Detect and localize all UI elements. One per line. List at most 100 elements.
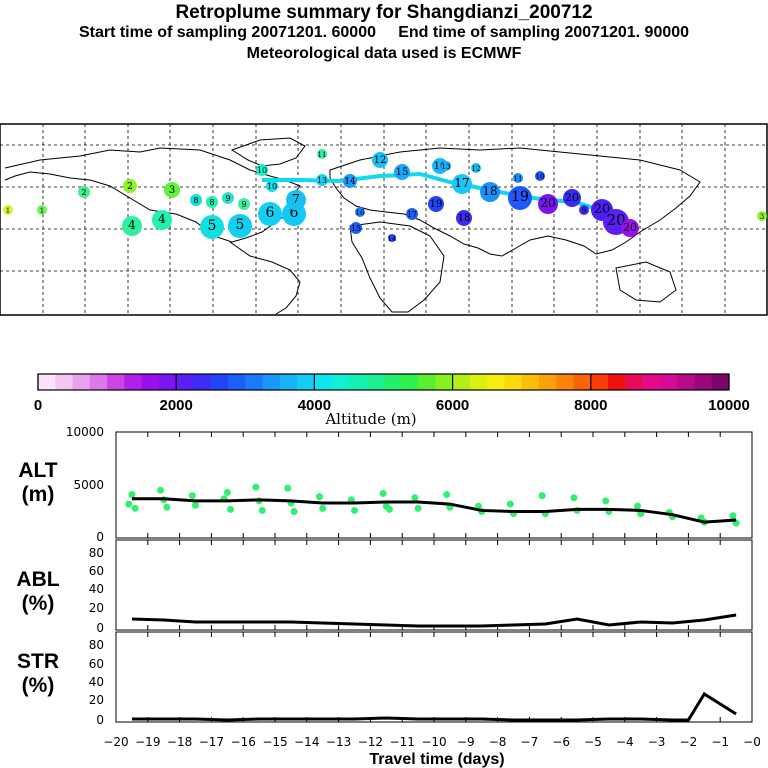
str-ytick: 80 bbox=[89, 638, 104, 652]
alt-scatter-point bbox=[385, 505, 393, 513]
plume-marker-label: 14 bbox=[388, 235, 397, 243]
time-series-plots bbox=[115, 431, 753, 723]
plume-marker-label: 18 bbox=[482, 184, 497, 198]
plume-marker bbox=[508, 186, 532, 210]
plume-marker-label: 20 bbox=[594, 202, 611, 217]
colorbar-swatch bbox=[124, 374, 143, 390]
plume-marker-label: 8 bbox=[193, 196, 198, 205]
alt-scatter-point bbox=[188, 492, 196, 500]
colorbar-tick-label: 10000 bbox=[708, 397, 750, 414]
colorbar-tick-label: 6000 bbox=[436, 397, 469, 414]
colorbar-swatch bbox=[72, 374, 91, 390]
colorbar-swatch bbox=[711, 374, 730, 390]
met-data-line: Meteorological data used is ECMWF bbox=[246, 45, 522, 62]
abl-ytick: 60 bbox=[89, 564, 104, 578]
series-line bbox=[131, 691, 737, 722]
alt-scatter-point bbox=[258, 506, 266, 514]
colorbar-swatch bbox=[158, 374, 177, 390]
plume-marker-label: 2 bbox=[127, 182, 133, 192]
plume-marker-label: 3 bbox=[169, 185, 175, 196]
x-tick-label: −8 bbox=[489, 735, 507, 749]
plume-marker bbox=[228, 214, 252, 238]
chart-title: Retroplume summary for Shangdianzi_20071… bbox=[175, 2, 593, 23]
panel-frame bbox=[115, 431, 753, 539]
plume-marker-label: 20 bbox=[565, 191, 579, 204]
plume-marker bbox=[456, 210, 472, 226]
str-ytick: 40 bbox=[89, 675, 104, 689]
plume-marker-label: 17 bbox=[407, 210, 417, 219]
x-tick-label: −19 bbox=[135, 735, 160, 749]
colorbar-tick-label: 4000 bbox=[298, 397, 331, 414]
colorbar-swatch bbox=[418, 374, 436, 390]
eurasia bbox=[329, 147, 701, 257]
str-ytick: 60 bbox=[89, 657, 104, 671]
x-tick-label: −9 bbox=[457, 735, 475, 749]
start-time-label: Start time of sampling 20071201. 60000 bbox=[78, 24, 376, 41]
alt-scatter-point bbox=[316, 493, 324, 501]
plume-marker-label: 20 bbox=[623, 221, 637, 234]
x-tick-label: −4 bbox=[616, 735, 634, 749]
str-label: STR bbox=[17, 650, 59, 673]
plume-marker-label: 19 bbox=[511, 189, 529, 205]
plume-marker bbox=[206, 196, 218, 208]
alt-label: ALT bbox=[18, 459, 57, 482]
colorbar-swatch bbox=[176, 374, 194, 390]
plume-marker-label: 8 bbox=[209, 198, 214, 207]
plume-marker bbox=[535, 171, 545, 181]
x-tick-label: −17 bbox=[199, 735, 224, 749]
plume-marker-label: 1 bbox=[40, 207, 44, 215]
colorbar-swatch bbox=[89, 374, 108, 390]
plume-marker-label: 3 bbox=[760, 213, 764, 221]
plume-marker-label: 9 bbox=[225, 194, 230, 203]
colorbar-swatch bbox=[487, 374, 505, 390]
plume-marker-label: 4 bbox=[128, 218, 136, 232]
str-ytick: 0 bbox=[96, 713, 104, 727]
colorbar-swatch bbox=[573, 374, 592, 390]
plume-marker-label: 5 bbox=[208, 218, 217, 234]
x-axis-label: Travel time (days) bbox=[369, 751, 504, 768]
plume-marker bbox=[286, 190, 306, 210]
colorbar-swatch bbox=[435, 374, 454, 390]
alt-scatter-point bbox=[414, 504, 422, 512]
alt-scatter-point bbox=[729, 512, 737, 520]
colorbar-label: Altitude (m) bbox=[324, 410, 416, 428]
plume-marker-label: 15 bbox=[351, 224, 361, 233]
str-panel: STR (%) 80 60 40 20 0 bbox=[17, 638, 104, 727]
series-line bbox=[131, 613, 737, 628]
plume-marker bbox=[394, 164, 410, 180]
colorbar-swatch bbox=[348, 374, 367, 390]
colorbar-swatch bbox=[590, 374, 609, 390]
colorbar-swatch bbox=[331, 374, 350, 390]
x-tick-label: −14 bbox=[294, 735, 319, 749]
alt-panel: ALT (m) 10000 5000 0 bbox=[18, 425, 104, 544]
plume-marker bbox=[513, 173, 523, 183]
australia bbox=[615, 261, 677, 303]
abl-panel: ABL (%) 80 60 40 20 0 bbox=[16, 546, 104, 635]
plume-marker bbox=[579, 205, 589, 215]
map-frame bbox=[0, 123, 768, 316]
plume-marker bbox=[441, 161, 451, 171]
alt-scatter-point bbox=[223, 488, 231, 496]
alt-scatter-point bbox=[226, 505, 234, 513]
series-line bbox=[131, 497, 737, 524]
plume-marker-label: 1 bbox=[6, 207, 10, 215]
colorbar-tick-label: 8000 bbox=[574, 397, 607, 414]
x-tick-label: −1 bbox=[711, 735, 729, 749]
plume-marker-label: 9 bbox=[241, 200, 246, 209]
plume-marker bbox=[343, 174, 357, 188]
plume-marker-label: 14 bbox=[344, 177, 356, 187]
plume-marker bbox=[238, 198, 250, 210]
abl-ytick: 80 bbox=[89, 546, 104, 560]
plume-marker bbox=[190, 194, 202, 206]
plume-marker-label: 12 bbox=[374, 155, 387, 166]
x-tick-label: −12 bbox=[358, 735, 383, 749]
plume-marker-label: 20 bbox=[540, 196, 555, 210]
plume-marker bbox=[256, 164, 268, 176]
colorbar-swatch bbox=[642, 374, 661, 390]
colorbar-swatch bbox=[521, 374, 540, 390]
alt-scatter-point bbox=[284, 484, 292, 492]
plume-marker bbox=[200, 215, 224, 239]
abl-ytick: 40 bbox=[89, 582, 104, 596]
colorbar-swatch bbox=[608, 374, 626, 390]
colorbar-swatch bbox=[193, 374, 212, 390]
